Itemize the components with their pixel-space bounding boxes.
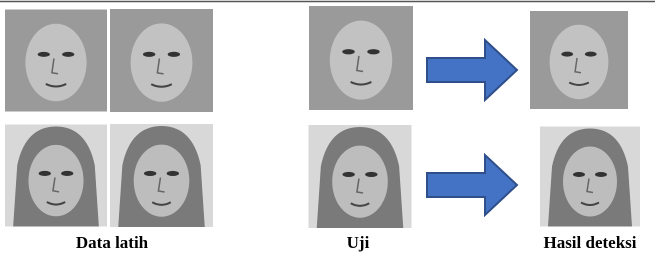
test-image <box>309 125 412 228</box>
arrow <box>427 40 517 100</box>
column-label: Uji <box>347 233 370 252</box>
page: {"figure": {"columns": [{"label": "Data … <box>0 0 655 253</box>
figure: Data latih Uji Hasil deteksi <box>0 0 655 253</box>
training-image <box>110 124 213 227</box>
test-image <box>309 6 413 110</box>
result-image <box>540 127 640 227</box>
column-label: Hasil deteksi <box>543 233 636 252</box>
column-label: Data latih <box>76 233 149 252</box>
training-image <box>110 9 213 112</box>
result-image <box>530 11 628 109</box>
training-image <box>5 10 107 112</box>
training-image <box>5 125 107 227</box>
arrow <box>427 155 517 215</box>
